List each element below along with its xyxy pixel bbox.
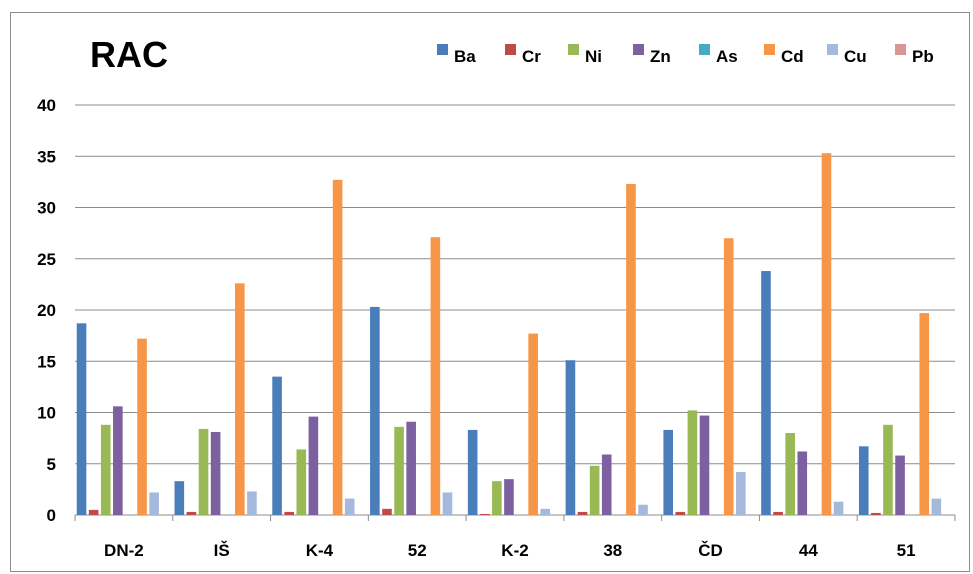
y-tick-label: 5	[47, 455, 56, 474]
bar-cu-0	[149, 492, 159, 515]
bar-zn-7	[797, 451, 808, 515]
bar-ba-2	[272, 376, 282, 516]
bar-cr-3	[382, 508, 392, 515]
bar-ba-6	[663, 429, 674, 515]
legend-label-cr: Cr	[522, 47, 541, 66]
bar-cu-5	[638, 504, 648, 515]
bar-zn-2	[308, 416, 319, 515]
legend-label-zn: Zn	[650, 47, 671, 66]
bar-cu-4	[540, 508, 551, 515]
bar-zn-8	[895, 455, 905, 515]
bar-cr-6	[675, 511, 686, 515]
bar-ni-1	[198, 428, 209, 515]
bar-cr-0	[88, 509, 99, 516]
legend-label-cu: Cu	[844, 47, 867, 66]
bar-zn-5	[601, 454, 612, 515]
bar-cd-3	[430, 237, 441, 516]
x-tick-label: 52	[408, 541, 427, 560]
bar-cu-2	[344, 498, 355, 515]
y-tick-label: 40	[37, 96, 56, 115]
bar-cd-6	[723, 238, 734, 515]
bar-ni-8	[883, 424, 893, 515]
bar-cd-8	[919, 313, 930, 515]
bar-cd-1	[235, 283, 245, 515]
bar-zn-4	[504, 479, 514, 516]
bar-cr-1	[186, 511, 197, 515]
x-tick-label: DN-2	[104, 541, 144, 560]
legend-label-pb: Pb	[912, 47, 934, 66]
x-tick-label: K-4	[306, 541, 334, 560]
bar-cr-5	[577, 511, 588, 515]
x-tick-label: ČD	[698, 541, 723, 560]
bar-ni-2	[296, 449, 307, 515]
bar-cr-8	[871, 512, 881, 515]
legend-label-cd: Cd	[781, 47, 804, 66]
bar-cu-3	[442, 492, 453, 515]
bar-ni-7	[785, 433, 795, 515]
legend-swatch-cd	[764, 44, 775, 55]
legend-swatch-pb	[895, 44, 906, 55]
legend: Ba Cr Ni Zn As Cd Cu Pb	[437, 44, 934, 66]
bar-ba-8	[858, 446, 869, 515]
legend-swatch-cu	[827, 44, 838, 55]
bar-ni-6	[687, 410, 698, 515]
bar-ba-3	[370, 306, 380, 515]
bar-cr-4	[479, 513, 490, 515]
tick-labels: 0 5 10 15 20 25 30 35 40 DN-2 IŠ K-4 52 K-2 38 ČD 44 51	[37, 96, 915, 560]
bar-cu-7	[833, 501, 844, 515]
legend-swatch-zn	[633, 44, 644, 55]
y-tick-label: 15	[37, 352, 56, 371]
y-tick-label: 30	[37, 199, 56, 218]
bar-ni-0	[100, 424, 111, 515]
bar-zn-1	[210, 431, 221, 515]
bar-cd-4	[528, 333, 538, 515]
x-tick-label: K-2	[501, 541, 528, 560]
bar-ba-0	[76, 323, 87, 515]
bar-ni-5	[589, 465, 600, 515]
bar-cr-7	[773, 511, 783, 515]
x-tick-label: 44	[799, 541, 818, 560]
bar-zn-0	[113, 406, 123, 515]
bar-cd-7	[821, 153, 832, 515]
chart-title: RAC	[90, 34, 168, 75]
bar-ba-7	[761, 271, 771, 515]
x-tick-label: 38	[603, 541, 622, 560]
bar-ba-1	[174, 481, 185, 515]
bar-cd-2	[332, 179, 343, 515]
bar-ni-4	[492, 481, 502, 515]
gridlines	[75, 104, 955, 465]
bar-cr-2	[284, 511, 294, 515]
y-tick-label: 25	[37, 250, 56, 269]
bar-ni-3	[394, 426, 404, 515]
y-tick-label: 20	[37, 301, 56, 320]
bar-zn-3	[406, 421, 416, 515]
y-tick-label: 10	[37, 404, 56, 423]
bar-cu-8	[931, 498, 942, 515]
bar-ba-5	[565, 360, 576, 515]
legend-label-as: As	[716, 47, 738, 66]
bar-zn-6	[699, 415, 710, 515]
x-tick-label: 51	[897, 541, 916, 560]
x-tick-label: IŠ	[214, 541, 230, 560]
legend-swatch-cr	[505, 44, 516, 55]
bar-cd-5	[626, 183, 636, 515]
legend-swatch-as	[699, 44, 710, 55]
y-tick-label: 35	[37, 147, 56, 166]
bar-ba-4	[467, 429, 478, 515]
bar-cd-0	[137, 338, 147, 515]
bars	[76, 153, 942, 516]
legend-label-ni: Ni	[585, 47, 602, 66]
legend-swatch-ni	[568, 44, 579, 55]
legend-label-ba: Ba	[454, 47, 476, 66]
axes	[74, 514, 956, 521]
bar-cu-6	[736, 471, 746, 515]
bar-cu-1	[247, 491, 257, 515]
y-tick-label: 0	[47, 506, 56, 525]
legend-swatch-ba	[437, 44, 448, 55]
